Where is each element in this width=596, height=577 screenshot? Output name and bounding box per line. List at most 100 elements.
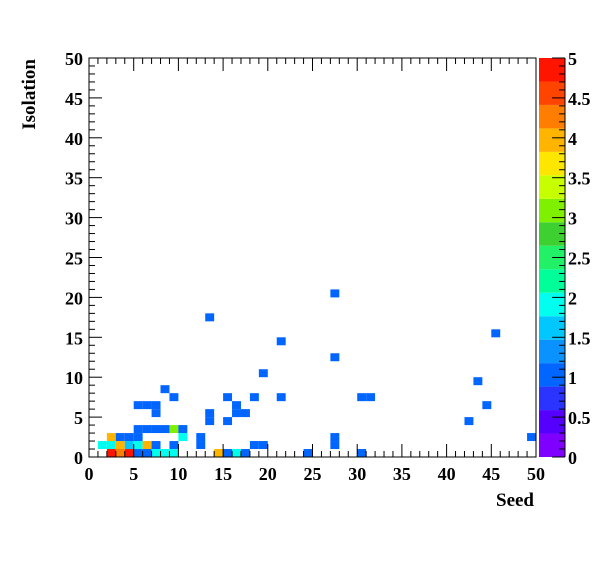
heatmap-cell — [223, 393, 232, 401]
heatmap-cell — [366, 393, 375, 401]
heatmap-cell — [169, 425, 178, 433]
heatmap-cell — [161, 449, 170, 457]
heatmap-cell — [116, 433, 125, 441]
color-scale-label: 2 — [568, 288, 577, 308]
heatmap-cell — [107, 449, 116, 457]
heatmap-cell — [152, 401, 161, 409]
heatmap-cell — [161, 425, 170, 433]
heatmap-cell — [241, 449, 250, 457]
heatmap-cell — [134, 425, 143, 433]
heatmap-cell — [143, 449, 152, 457]
x-tick-label: 0 — [85, 464, 94, 484]
y-tick-label: 30 — [65, 209, 83, 229]
heatmap-cell — [169, 441, 178, 449]
y-tick-label: 25 — [65, 249, 83, 269]
color-scale-band — [539, 410, 565, 433]
x-axis-label: Seed — [496, 490, 534, 511]
y-tick-label: 40 — [65, 129, 83, 149]
heatmap-cell — [357, 449, 366, 457]
heatmap-cell — [232, 449, 241, 457]
x-tick-label: 35 — [393, 464, 411, 484]
x-tick-label: 50 — [527, 464, 545, 484]
heatmap-cell — [178, 433, 187, 441]
heatmap-cell — [205, 313, 214, 321]
heatmap-cell — [152, 441, 161, 449]
y-tick-label: 45 — [65, 89, 83, 109]
x-tick-label: 30 — [348, 464, 366, 484]
heatmap-cells — [98, 289, 536, 457]
plot-frame — [89, 58, 536, 457]
color-scale-label: 3.5 — [568, 169, 591, 189]
x-tick-label: 20 — [259, 464, 277, 484]
heatmap-cell — [169, 393, 178, 401]
heatmap-cell — [330, 289, 339, 297]
color-scale-band — [539, 434, 565, 457]
heatmap-cell — [277, 393, 286, 401]
heatmap-cell — [214, 449, 223, 457]
color-scale-band — [539, 175, 565, 198]
color-scale-label: 3 — [568, 209, 577, 229]
heatmap-cell — [196, 433, 205, 441]
heatmap-cell — [143, 441, 152, 449]
heatmap-cell — [107, 441, 116, 449]
heatmap-cell — [357, 393, 366, 401]
heatmap-cell — [330, 433, 339, 441]
heatmap-cell — [250, 393, 259, 401]
heatmap-cell — [527, 433, 536, 441]
color-scale-band — [539, 387, 565, 410]
color-scale-label: 2.5 — [568, 249, 591, 269]
heatmap-cell — [491, 329, 500, 337]
heatmap-cell — [116, 449, 125, 457]
heatmap-cell — [330, 353, 339, 361]
color-scale-label: 1.5 — [568, 328, 591, 348]
heatmap-cell — [205, 417, 214, 425]
heatmap-cell — [152, 425, 161, 433]
heatmap-cell — [116, 441, 125, 449]
color-scale-band — [539, 316, 565, 339]
color-scale-label: 0.5 — [568, 408, 591, 428]
heatmap-cell — [152, 449, 161, 457]
y-axis-label: Isolation — [19, 59, 40, 130]
color-scale-band — [539, 340, 565, 363]
color-scale-band — [539, 128, 565, 151]
heatmap-cell — [259, 369, 268, 377]
color-scale-band — [539, 105, 565, 128]
heatmap-cell — [223, 449, 232, 457]
heatmap-cell — [223, 417, 232, 425]
heatmap-cell — [161, 385, 170, 393]
x-tick-label: 25 — [304, 464, 322, 484]
heatmap-cell — [330, 441, 339, 449]
color-scale-label: 0 — [568, 448, 577, 468]
x-tick-label: 10 — [169, 464, 187, 484]
heatmap-cell — [232, 401, 241, 409]
x-tick-label: 15 — [214, 464, 232, 484]
heatmap-cell — [464, 417, 473, 425]
heatmap-cell — [125, 441, 134, 449]
heatmap-cell — [259, 441, 268, 449]
heatmap-cell — [241, 409, 250, 417]
color-scale-label: 4 — [568, 129, 577, 149]
heatmap-cell — [250, 441, 259, 449]
heatmap-cell — [205, 409, 214, 417]
x-tick-label: 45 — [482, 464, 500, 484]
heatmap-cell — [134, 401, 143, 409]
y-tick-label: 50 — [65, 49, 83, 69]
heatmap-cell — [107, 433, 116, 441]
color-scale-band — [539, 152, 565, 175]
x-axis: 0 5 10 15 20 25 30 35 40 45 50 — [85, 58, 546, 484]
color-scale-band — [539, 363, 565, 386]
x-tick-label: 5 — [129, 464, 138, 484]
heatmap-cell — [304, 449, 313, 457]
color-scale-label: 1 — [568, 368, 577, 388]
heatmap-cell — [178, 425, 187, 433]
heatmap-cell — [277, 337, 286, 345]
y-tick-label: 35 — [65, 169, 83, 189]
heatmap-cell — [143, 401, 152, 409]
heatmap-cell — [125, 433, 134, 441]
color-scale-label: 5 — [568, 49, 577, 69]
heatmap-cell — [196, 441, 205, 449]
heatmap-cell — [482, 401, 491, 409]
heatmap-cell — [143, 425, 152, 433]
